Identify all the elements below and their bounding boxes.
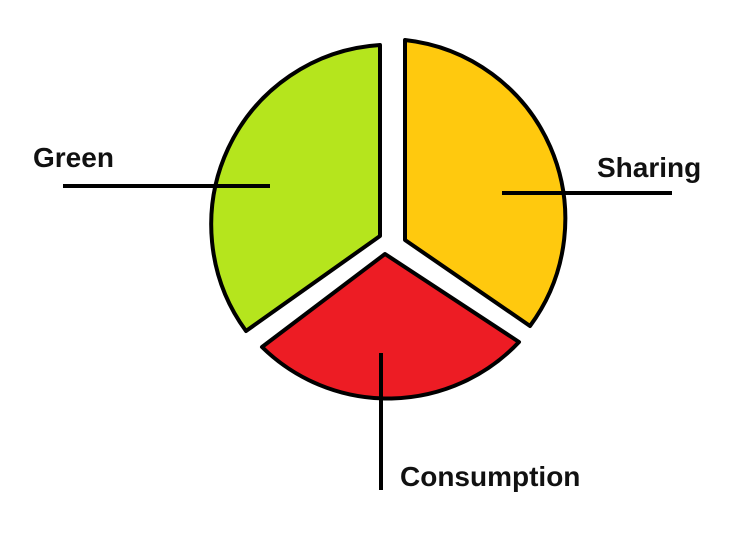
segment-consumption <box>260 252 521 401</box>
segment-green <box>209 43 382 333</box>
label-sharing: Sharing <box>597 152 701 183</box>
label-consumption: Consumption <box>400 461 580 492</box>
label-green: Green <box>33 142 114 173</box>
segment-sharing <box>403 38 568 328</box>
